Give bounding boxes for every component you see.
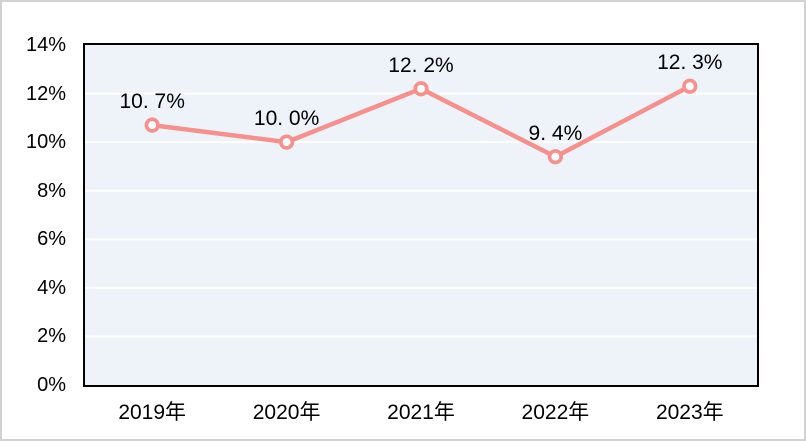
- data-point-marker: [279, 134, 295, 150]
- data-point-marker: [413, 81, 429, 97]
- chart-canvas: [85, 45, 757, 385]
- x-axis-label: 2020年: [252, 401, 321, 424]
- data-point-marker: [682, 78, 698, 94]
- y-axis-tick-label: 6%: [37, 228, 66, 251]
- x-axis-label: 2021年: [387, 401, 455, 424]
- y-axis-tick-label: 14%: [25, 34, 66, 56]
- data-point-label: 10. 0%: [253, 107, 320, 131]
- data-point-label: 12. 3%: [657, 51, 723, 75]
- y-axis-tick-label: 8%: [37, 179, 66, 202]
- x-axis-label: 2019年: [118, 401, 187, 424]
- y-axis-tick-label: 12%: [25, 82, 66, 105]
- data-point-marker: [547, 149, 564, 165]
- data-point-label: 9. 4%: [528, 121, 583, 145]
- y-axis-tick-label: 2%: [37, 325, 66, 348]
- y-axis-tick-label: 10%: [25, 131, 66, 154]
- x-axis-label: 2023年: [655, 401, 724, 424]
- y-axis-tick-label: 4%: [37, 276, 66, 299]
- plot-area: [83, 43, 759, 387]
- data-point-label: 10. 7%: [119, 90, 185, 114]
- plot-background: [85, 45, 757, 385]
- data-point-marker: [144, 117, 160, 133]
- data-point-label: 12. 2%: [388, 53, 454, 77]
- x-axis-label: 2022年: [521, 401, 590, 424]
- y-axis-tick-label: 0%: [37, 374, 66, 396]
